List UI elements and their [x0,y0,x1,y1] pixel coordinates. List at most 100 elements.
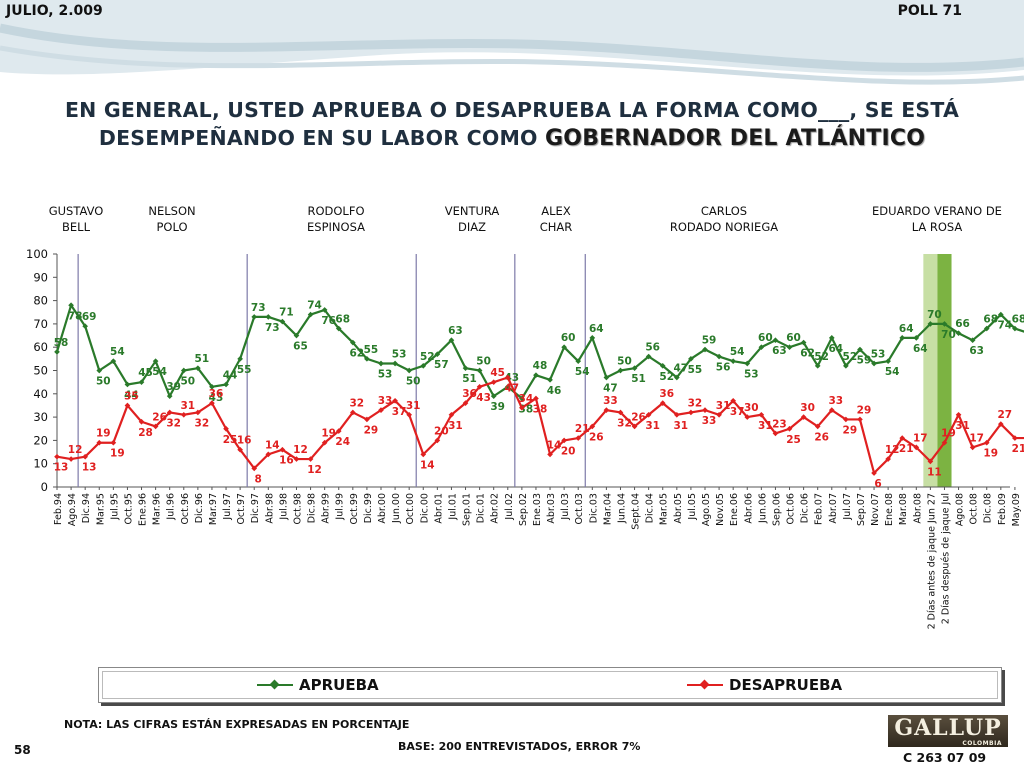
approve-data-label: 70 [927,309,942,321]
disapprove-point [828,407,835,413]
x-tick-label: Ago.94 [67,493,78,526]
legend-marker-approve [257,679,293,691]
disapprove-point [406,411,413,418]
approve-point [519,395,525,402]
approve-data-label: 54 [730,346,745,358]
footnote: NOTA: LAS CIFRAS ESTÁN EXPRESADAS EN POR… [64,718,410,731]
x-tick-label: Sep.06 [771,493,782,526]
approve-point [54,349,60,355]
disapprove-data-label: 32 [166,417,181,429]
disapprove-point [659,400,666,406]
approve-point [673,374,680,381]
y-tick-label: 30 [33,410,48,424]
disapprove-data-label: 19 [110,448,125,460]
disapprove-point [251,465,258,472]
disapprove-point [730,397,737,404]
approve-point [364,356,370,362]
disapprove-point [82,453,89,460]
approve-point [476,367,483,374]
x-tick-label: Oct.00 [405,493,416,525]
approve-data-label: 57 [434,359,449,371]
approve-point [335,325,342,332]
governor-line-1: VENTURA [444,204,500,218]
disapprove-data-label: 26 [589,431,604,443]
x-tick-label: Feb.94 [53,493,64,525]
approve-point [772,337,779,344]
x-tick-label: Jul.99 [335,493,346,521]
approve-point [899,335,906,341]
x-tick-label: Oct.03 [574,493,585,525]
disapprove-data-label: 25 [223,434,238,446]
approve-point [279,318,286,325]
approve-point [378,360,384,367]
disapprove-data-label: 13 [54,462,69,474]
x-tick-label: Ago.08 [955,493,966,526]
governor-line-2: RODADO NORIEGA [669,220,779,234]
approve-data-label: 47 [674,362,689,374]
logo-text: GALLUP [894,715,1002,741]
disapprove-data-label: 14 [547,439,562,451]
disapprove-point [1012,435,1018,441]
disapprove-data-label: 38 [533,403,548,415]
disapprove-data-label: 31 [955,420,970,432]
disapprove-point [364,416,370,423]
x-tick-label: Mar.97 [208,493,219,525]
disapprove-data-label: 12 [293,444,308,456]
governor-line-2: DIAZ [458,220,486,234]
disapprove-data-label: 14 [265,439,280,451]
disapprove-point [547,451,553,458]
disapprove-data-label: 17 [913,432,928,444]
disapprove-point [138,418,145,425]
approve-point [983,325,990,332]
approve-data-label: 55 [237,364,252,376]
poll-number: POLL 71 [897,3,962,19]
disapprove-data-label: 25 [786,434,801,446]
approve-point [406,367,413,374]
approve-point [68,302,74,309]
disapprove-point [955,411,962,418]
gallup-logo: GALLUP COLOMBIA [888,715,1008,747]
approve-point [561,344,567,351]
logo-subtext: COLOMBIA [962,740,1002,747]
x-tick-label: Abr.98 [264,493,275,524]
x-tick-label: Ene.03 [532,493,543,526]
y-tick-label: 40 [33,387,48,401]
approve-point [237,356,243,362]
disapprove-data-label: 31 [645,420,660,432]
governor-label: NELSON POLO [132,203,212,235]
disapprove-data-label: 21 [899,443,914,455]
approve-data-label: 54 [110,346,125,358]
chart-legend: APRUEBA DESAPRUEBA [98,667,1002,703]
approve-data-label: 55 [688,364,703,376]
governor-label: GUSTAVO BELL [36,203,116,235]
approve-data-label: 76 [321,315,336,327]
y-tick-label: 100 [26,247,48,261]
x-tick-label: Dic.03 [588,493,599,523]
disapprove-data-label: 32 [617,417,632,429]
disapprove-data-label: 33 [603,395,618,407]
approve-data-label: 46 [547,385,562,397]
x-tick-label: Oct.98 [292,493,303,525]
disapprove-point [673,411,680,418]
approve-data-label: 58 [54,337,69,349]
legend-item-disapprove: DESAPRUEBA [687,676,842,694]
disapprove-point [476,383,483,390]
approve-point [547,376,553,383]
approve-point [448,337,455,344]
approve-point [730,358,737,365]
disapprove-data-label: 29 [843,424,858,436]
disapprove-data-label: 29 [364,424,379,436]
x-tick-label: Mar.05 [659,493,670,525]
approve-point [251,314,258,320]
x-tick-label: Sept.04 [631,493,642,530]
x-tick-label: Nov.05 [715,493,726,526]
disapprove-point [321,439,328,446]
disapprove-data-label: 31 [674,420,689,432]
disapprove-point [871,470,877,476]
approve-data-label: 63 [772,345,787,357]
approve-data-label: 52 [659,371,674,383]
disapprove-point [504,374,511,381]
disapprove-point [772,430,779,437]
disapprove-point [392,397,398,404]
x-tick-label: Abr.07 [828,493,839,524]
